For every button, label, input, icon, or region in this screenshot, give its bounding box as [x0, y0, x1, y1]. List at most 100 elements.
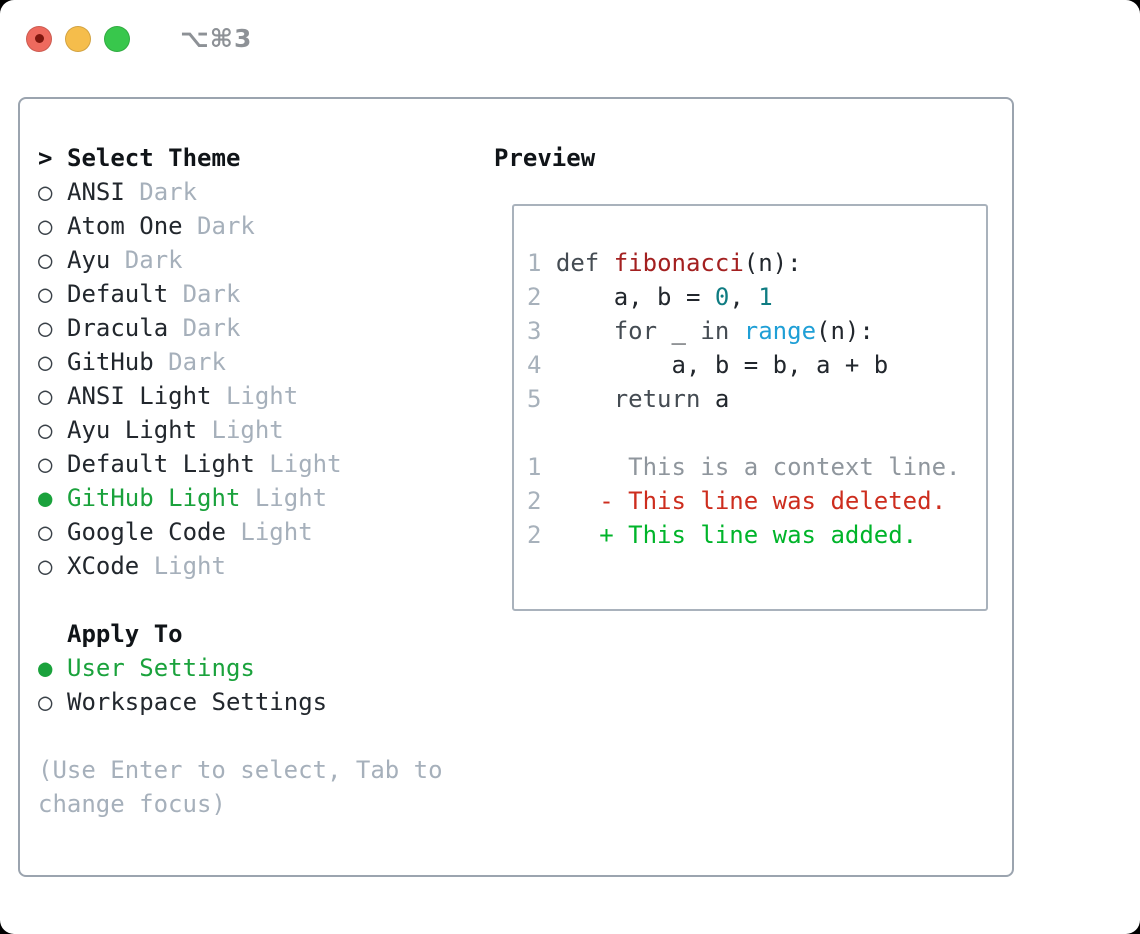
- code-token: (n):: [816, 317, 874, 345]
- theme-option-ayu[interactable]: ○ Ayu Dark: [38, 243, 443, 277]
- radio-unselected-icon: ○: [38, 314, 53, 342]
- code-line: 4 a, b = b, a + b: [527, 348, 978, 382]
- code-token: in: [700, 317, 730, 345]
- radio-unselected-icon: ○: [38, 518, 53, 546]
- radio-unselected-icon: ○: [38, 416, 53, 444]
- code-token: 2: [527, 521, 542, 549]
- theme-variant-tag: Light: [197, 416, 284, 444]
- theme-picker-panel: > Select Theme ○ ANSI Dark ○ Atom One Dark ○ Ay…: [18, 97, 1014, 877]
- theme-name: Default: [67, 280, 169, 308]
- theme-variant-tag: Light: [240, 484, 328, 512]
- code-line: 2 + This line was added.: [527, 518, 978, 552]
- radio-unselected-icon: ○: [38, 246, 53, 274]
- code-token: [541, 487, 599, 515]
- theme-variant-tag: Dark: [153, 348, 226, 376]
- code-token: range: [743, 317, 817, 345]
- code-token: 3: [527, 317, 542, 345]
- code-line: 3 for _ in range(n):: [527, 314, 978, 348]
- apply-option-workspace-settings[interactable]: ○ Workspace Settings: [38, 685, 443, 719]
- code-token: 1: [758, 283, 773, 311]
- theme-option-ansi[interactable]: ○ ANSI Dark: [38, 175, 443, 209]
- radio-unselected-icon: ○: [38, 450, 53, 478]
- radio-unselected-icon: ○: [38, 552, 53, 580]
- theme-name: ANSI: [67, 178, 125, 206]
- code-token: 1: [527, 453, 542, 481]
- theme-option-atom-one[interactable]: ○ Atom One Dark: [38, 209, 443, 243]
- preview-box: 1 def fibonacci(n): 2 a, b = 0, 1 3 for _ …: [512, 204, 988, 611]
- theme-option-ayu-light[interactable]: ○ Ayu Light Light: [38, 413, 443, 447]
- theme-option-default-light[interactable]: ○ Default Light Light: [38, 447, 443, 481]
- code-token: - This line was deleted.: [599, 487, 947, 515]
- hint-line-1: (Use Enter to select, Tab to: [38, 756, 443, 784]
- theme-name: Ayu: [67, 246, 111, 274]
- radio-selected-icon: ●: [38, 484, 53, 512]
- code-token: [729, 317, 743, 345]
- code-token: [541, 385, 613, 413]
- code-token: for: [613, 317, 658, 345]
- code-token: [541, 283, 613, 311]
- radio-unselected-icon: ○: [38, 688, 53, 716]
- theme-variant-tag: Light: [254, 450, 342, 478]
- apply-to-title: Apply To: [67, 620, 183, 648]
- theme-variant-tag: Dark: [168, 280, 241, 308]
- theme-name: GitHub: [67, 348, 154, 376]
- radio-unselected-icon: ○: [38, 348, 53, 376]
- theme-option-default[interactable]: ○ Default Dark: [38, 277, 443, 311]
- theme-name: ANSI Light: [67, 382, 212, 410]
- theme-name: Google Code: [67, 518, 226, 546]
- theme-option-github-light[interactable]: ● GitHub Light Light: [38, 481, 443, 515]
- code-token: a, b =: [613, 283, 715, 311]
- radio-unselected-icon: ○: [38, 178, 53, 206]
- theme-name: Atom One: [67, 212, 183, 240]
- preview-code: 1 def fibonacci(n): 2 a, b = 0, 1 3 for _ …: [514, 206, 986, 552]
- code-line: 1 def fibonacci(n):: [527, 246, 978, 280]
- preview-title: Preview: [494, 144, 596, 172]
- theme-variant-tag: Dark: [124, 178, 198, 206]
- code-token: 2: [527, 283, 542, 311]
- radio-unselected-icon: ○: [38, 280, 53, 308]
- theme-option-github[interactable]: ○ GitHub Dark: [38, 345, 443, 379]
- code-token: 1: [527, 249, 542, 277]
- theme-option-ansi-light[interactable]: ○ ANSI Light Light: [38, 379, 443, 413]
- unsaved-indicator-icon: [34, 34, 44, 43]
- radio-unselected-icon: ○: [38, 212, 53, 240]
- apply-option-user-settings[interactable]: ● User Settings: [38, 651, 443, 685]
- code-line: [527, 416, 978, 450]
- hint-line-2: change focus): [38, 790, 226, 818]
- apply-to-header: Apply To: [38, 617, 443, 651]
- code-token: [599, 249, 613, 277]
- window-title: ⌥⌘3: [180, 24, 253, 53]
- theme-option-google-code[interactable]: ○ Google Code Light: [38, 515, 443, 549]
- code-token: 0: [714, 283, 730, 311]
- code-token: [541, 351, 671, 379]
- code-token: a: [700, 385, 730, 413]
- theme-variant-tag: Dark: [168, 314, 241, 342]
- theme-option-xcode[interactable]: ○ XCode Light: [38, 549, 443, 583]
- close-button[interactable]: [26, 25, 52, 52]
- theme-variant-tag: Light: [139, 552, 226, 580]
- code-token: [541, 453, 628, 481]
- theme-option-dracula[interactable]: ○ Dracula Dark: [38, 311, 443, 345]
- apply-option-label: User Settings: [67, 654, 255, 682]
- theme-list-header: > Select Theme: [38, 141, 443, 175]
- minimize-button[interactable]: [65, 25, 91, 52]
- theme-name: Dracula: [67, 314, 169, 342]
- theme-name: XCode: [67, 552, 140, 580]
- apply-option-label: Workspace Settings: [67, 688, 328, 716]
- code-line: 2 - This line was deleted.: [527, 484, 978, 518]
- code-token: [541, 249, 555, 277]
- theme-name: Default Light: [67, 450, 255, 478]
- code-line: 5 return a: [527, 382, 978, 416]
- code-token: ,: [729, 283, 759, 311]
- code-token: + This line was added.: [599, 521, 918, 549]
- prompt-caret: >: [38, 144, 53, 172]
- code-token: 5: [527, 385, 542, 413]
- code-token: 4: [527, 351, 542, 379]
- titlebar: ⌥⌘3: [26, 24, 252, 53]
- zoom-button[interactable]: [104, 25, 130, 52]
- code-token: [541, 317, 613, 345]
- theme-name: GitHub Light: [67, 484, 241, 512]
- radio-unselected-icon: ○: [38, 382, 53, 410]
- theme-list-title: Select Theme: [67, 144, 241, 172]
